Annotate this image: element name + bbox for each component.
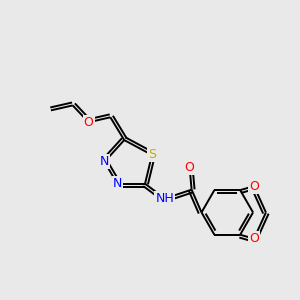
Text: N: N <box>112 177 122 190</box>
Text: O: O <box>84 116 94 129</box>
Text: O: O <box>249 232 259 245</box>
Text: N: N <box>100 155 109 168</box>
Text: O: O <box>249 180 259 193</box>
Text: S: S <box>148 148 156 161</box>
Text: NH: NH <box>155 192 174 205</box>
Text: O: O <box>185 161 195 174</box>
